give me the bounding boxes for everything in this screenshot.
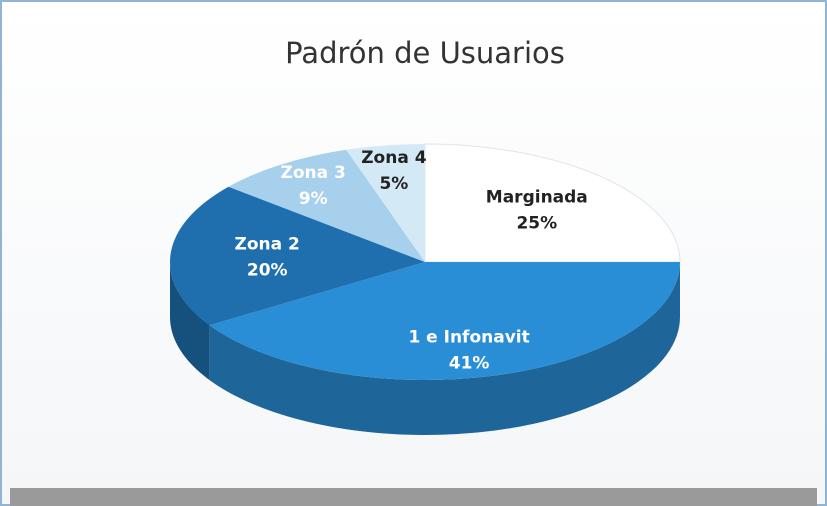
value-label: 5% xyxy=(379,174,408,194)
slice-top xyxy=(209,262,680,380)
slice-label: Zona 3 xyxy=(281,163,346,183)
value-label: 41% xyxy=(449,353,490,373)
slice xyxy=(424,143,681,263)
value-label: 25% xyxy=(516,213,557,233)
bottom-band xyxy=(10,488,817,506)
labels: Marginada 25% 1 e Infonavit 41% Zona 2 20% Zon… xyxy=(235,148,588,373)
slice-label: Marginada xyxy=(486,187,588,207)
slice xyxy=(346,144,425,262)
value-label: 20% xyxy=(247,260,288,280)
slice-top xyxy=(170,186,425,326)
slice-top xyxy=(424,143,681,263)
slice xyxy=(228,149,425,262)
value-label: 9% xyxy=(299,189,328,209)
slice-side xyxy=(209,262,680,436)
pie xyxy=(170,143,681,436)
slice-label: Zona 4 xyxy=(361,148,426,168)
slice-top xyxy=(346,144,425,262)
slice xyxy=(170,186,425,381)
slice-top xyxy=(228,149,425,262)
slice-label: 1 e Infonavit xyxy=(408,327,529,347)
chart-title: Padrón de Usuarios xyxy=(285,36,565,70)
slice xyxy=(209,262,680,436)
slice-label: Zona 2 xyxy=(235,234,300,254)
slice-side xyxy=(170,262,210,381)
